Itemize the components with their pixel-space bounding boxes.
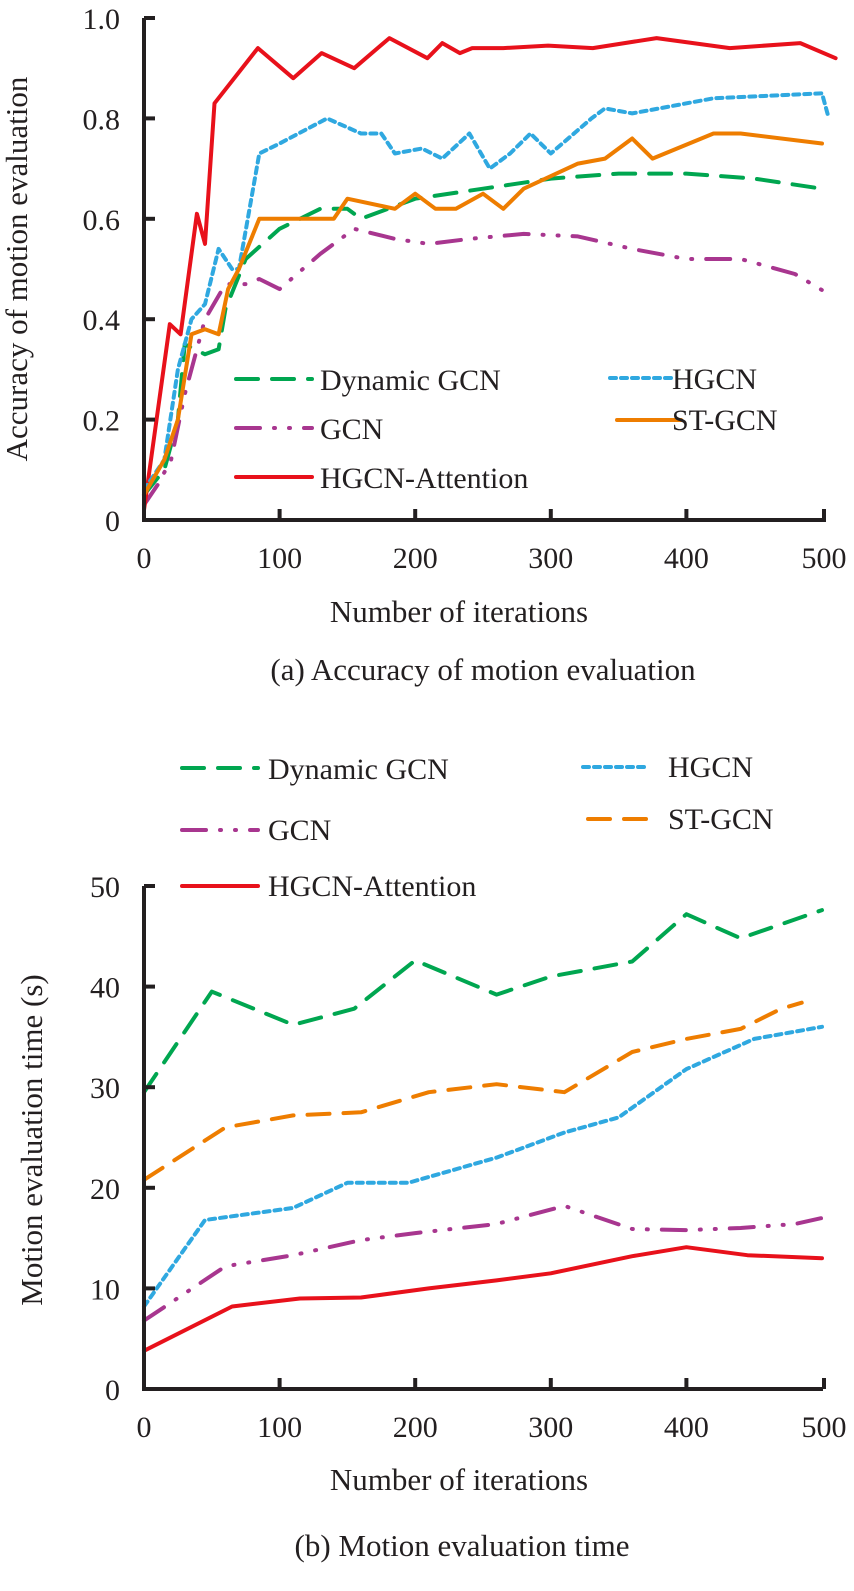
- y-tick-label: 0.8: [83, 103, 121, 136]
- axes: [142, 16, 826, 522]
- series-line-dynamic-gcn: [142, 908, 824, 1095]
- chart-accuracy: 0 0.2 0.4 0.6 0.8 1.0 0 100 200 300 400 500 Number …: [0, 3, 847, 687]
- x-axis-title: Number of iterations: [330, 594, 588, 629]
- legend-label: HGCN-Attention: [320, 462, 528, 495]
- legend-item-dynamic-gcn: Dynamic GCN: [234, 364, 501, 397]
- x-tick-label: 400: [664, 542, 709, 575]
- y-tick-label: 50: [90, 871, 120, 904]
- series-line-hgcn: [142, 1024, 824, 1309]
- x-axis-title: Number of iterations: [330, 1462, 588, 1497]
- series-line-st-gcn: [142, 1000, 804, 1182]
- y-axis-title: Motion evaluation time (s): [14, 974, 49, 1305]
- series-line-hgcn-attention: [142, 36, 838, 512]
- x-tick-label: 200: [393, 1411, 438, 1444]
- y-tick-label: 10: [90, 1273, 120, 1306]
- y-tick-label: 0: [105, 1374, 120, 1407]
- legend: Dynamic GCN GCN HGCN-Attention HGCN ST-GCN: [180, 751, 774, 903]
- series-layer: [142, 36, 838, 512]
- legend-label: ST-GCN: [668, 803, 774, 836]
- x-tick-label: 500: [802, 1411, 847, 1444]
- series-layer: [142, 908, 824, 1353]
- legend-item-hgcn: HGCN: [608, 363, 757, 396]
- series-line-hgcn: [142, 91, 831, 492]
- legend: Dynamic GCN GCN HGCN-Attention HGCN ST-GCN: [234, 363, 778, 495]
- legend-label: HGCN-Attention: [268, 870, 476, 903]
- legend-item-gcn: GCN: [180, 814, 331, 847]
- series-line-st-gcn: [142, 131, 824, 497]
- legend-item-dynamic-gcn: Dynamic GCN: [180, 753, 449, 786]
- legend-label: HGCN: [668, 751, 753, 784]
- y-tick-label: 0.4: [83, 304, 121, 337]
- y-tick-label: 20: [90, 1173, 120, 1206]
- chart-caption: (b) Motion evaluation time: [295, 1528, 630, 1563]
- y-tick-label: 0: [105, 505, 120, 538]
- legend-label: Dynamic GCN: [268, 753, 449, 786]
- legend-label: HGCN: [672, 363, 757, 396]
- legend-label: GCN: [268, 814, 331, 847]
- y-tick-label: 0.2: [83, 405, 121, 438]
- x-tick-label: 200: [393, 542, 438, 575]
- series-line-gcn: [142, 1203, 824, 1323]
- y-axis-title: Accuracy of motion evaluation: [0, 76, 34, 461]
- legend-item-st-gcn: ST-GCN: [615, 404, 778, 437]
- series-line-hgcn-attention: [142, 1245, 824, 1353]
- x-tick-label: 400: [664, 1411, 709, 1444]
- x-tick-label: 100: [257, 1411, 302, 1444]
- x-tick-label: 500: [802, 542, 847, 575]
- legend-label: ST-GCN: [672, 404, 778, 437]
- y-tick-label: 30: [90, 1072, 120, 1105]
- x-tick-label: 300: [528, 542, 573, 575]
- axes: [142, 884, 826, 1391]
- tick-labels: 0 0.2 0.4 0.6 0.8 1.0 0 100 200 300 400 500: [83, 3, 847, 575]
- legend-item-st-gcn: ST-GCN: [586, 803, 774, 836]
- y-tick-label: 40: [90, 972, 120, 1005]
- legend-label: GCN: [320, 413, 383, 446]
- legend-label: Dynamic GCN: [320, 364, 501, 397]
- x-tick-label: 0: [137, 542, 152, 575]
- y-tick-label: 1.0: [83, 3, 121, 36]
- x-tick-label: 100: [257, 542, 302, 575]
- x-tick-label: 0: [137, 1411, 152, 1444]
- y-tick-label: 0.6: [83, 204, 121, 237]
- chart-caption: (a) Accuracy of motion evaluation: [270, 652, 696, 687]
- series-line-gcn: [142, 226, 831, 507]
- x-tick-label: 300: [528, 1411, 573, 1444]
- legend-item-gcn: GCN: [234, 413, 383, 446]
- legend-item-hgcn-attention: HGCN-Attention: [180, 870, 476, 903]
- legend-item-hgcn-attention: HGCN-Attention: [234, 462, 528, 495]
- legend-item-hgcn: HGCN: [581, 751, 753, 784]
